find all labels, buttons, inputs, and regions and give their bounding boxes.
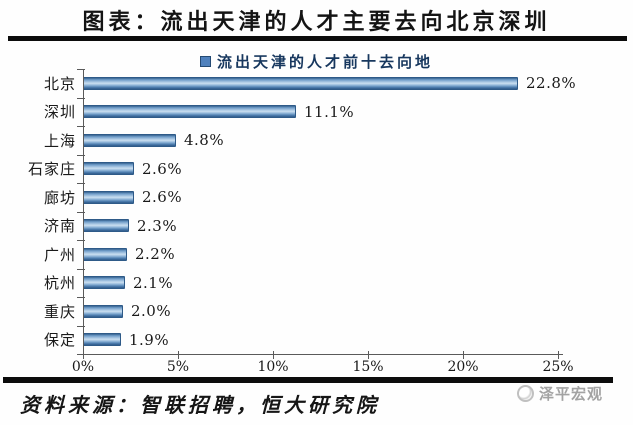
chart-row: 重庆 2.0%	[0, 297, 633, 326]
legend-swatch-icon	[199, 56, 211, 67]
y-tick	[77, 297, 85, 298]
bar	[83, 190, 134, 204]
y-tick	[77, 325, 85, 327]
x-axis-line	[83, 354, 563, 355]
category-label: 杭州	[43, 274, 76, 293]
chart-row: 杭州 2.1%	[0, 269, 633, 298]
watermark: 泽平宏观	[517, 383, 603, 404]
value-label: 1.9%	[129, 330, 170, 349]
watermark-label: 泽平宏观	[539, 385, 604, 403]
y-tick	[77, 354, 85, 355]
x-tick	[83, 351, 84, 359]
bar-rows: 北京 22.8% 深圳 11.1% 上海 4.8% 石家庄 2.6% 廊坊 2.6% 济南 2.3% 广…	[0, 69, 633, 354]
category-label: 北京	[43, 74, 76, 93]
bar	[83, 162, 134, 176]
category-label: 重庆	[43, 302, 76, 321]
value-label: 2.2%	[135, 245, 176, 264]
category-label: 石家庄	[27, 160, 76, 179]
value-label: 22.8%	[526, 74, 577, 93]
x-tick	[273, 351, 274, 359]
category-label: 深圳	[43, 103, 76, 122]
value-label: 4.8%	[184, 131, 225, 150]
value-label: 2.1%	[133, 273, 174, 292]
value-label: 2.0%	[131, 302, 172, 321]
bar	[83, 105, 296, 119]
category-label: 保定	[43, 331, 76, 350]
legend-label: 流出天津的人才前十去向地	[216, 53, 433, 71]
x-tick-label: 25%	[542, 359, 574, 375]
x-tick-label: 20%	[447, 359, 479, 375]
x-tick	[463, 351, 464, 359]
chart-row: 廊坊 2.6%	[0, 183, 633, 212]
chart-row: 上海 4.8%	[0, 126, 633, 155]
bar	[83, 276, 125, 290]
bar	[83, 304, 123, 318]
x-tick-label: 5%	[166, 359, 190, 375]
chart-row: 广州 2.2%	[0, 240, 633, 269]
category-label: 广州	[43, 245, 76, 264]
value-label: 2.6%	[142, 159, 183, 178]
y-tick	[77, 268, 85, 270]
chart-row: 济南 2.3%	[0, 212, 633, 241]
value-label: 2.3%	[137, 216, 178, 235]
title-divider	[8, 36, 627, 41]
footer-divider	[3, 377, 613, 383]
chart-row: 石家庄 2.6%	[0, 155, 633, 184]
source-note: 资料来源：智联招聘，恒大研究院	[20, 393, 380, 417]
y-tick	[77, 183, 85, 184]
page-title: 图表：流出天津的人才主要去向北京深圳	[82, 9, 551, 35]
x-tick-label: 10%	[257, 359, 289, 375]
y-tick	[77, 211, 85, 213]
bar	[83, 247, 127, 261]
chart-row: 北京 22.8%	[0, 69, 633, 98]
x-tick	[178, 351, 179, 359]
category-label: 廊坊	[43, 188, 76, 207]
bar	[83, 333, 121, 347]
value-label: 11.1%	[304, 102, 355, 121]
bar	[83, 133, 176, 147]
y-tick	[77, 154, 85, 156]
chart-legend: 流出天津的人才前十去向地	[0, 51, 633, 72]
watermark-logo-icon	[517, 385, 534, 402]
x-tick-label: 0%	[71, 359, 95, 375]
category-label: 济南	[43, 217, 76, 236]
chart-row: 保定 1.9%	[0, 326, 633, 355]
bar	[83, 76, 518, 90]
y-tick	[77, 69, 85, 70]
y-tick	[77, 126, 85, 127]
value-label: 2.6%	[142, 188, 183, 207]
chart-row: 深圳 11.1%	[0, 98, 633, 127]
category-label: 上海	[43, 131, 76, 150]
x-tick	[368, 351, 369, 359]
x-tick-label: 15%	[352, 359, 384, 375]
bar	[83, 219, 129, 233]
y-tick	[77, 97, 85, 99]
x-tick	[558, 351, 559, 359]
y-tick	[77, 240, 85, 241]
